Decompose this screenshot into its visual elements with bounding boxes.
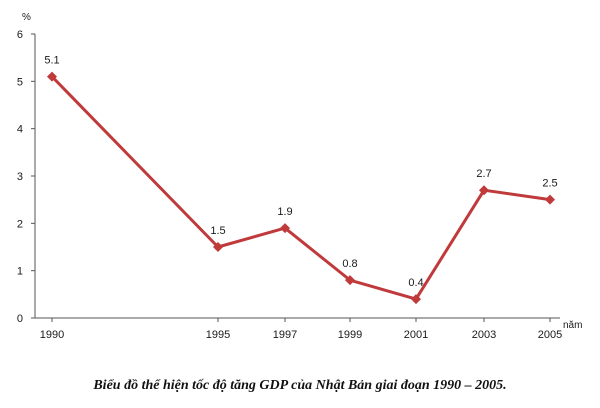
y-tick-label: 1 — [17, 266, 23, 278]
y-tick-label: 4 — [17, 124, 23, 136]
series-line — [50, 75, 551, 301]
series-line-group — [47, 71, 555, 305]
data-label: 0.8 — [342, 258, 357, 270]
data-point-marker — [213, 242, 223, 252]
y-tick-label: 6 — [17, 29, 23, 41]
data-point-marker — [411, 294, 421, 305]
data-point-marker — [545, 194, 555, 205]
x-tick-label: 2005 — [538, 329, 562, 341]
data-point-marker — [47, 71, 57, 82]
x-tick-label: 1999 — [338, 329, 362, 341]
data-point-marker — [280, 223, 290, 234]
y-tick-label: 0 — [17, 313, 23, 325]
chart-caption: Biểu đồ thể hiện tốc độ tăng GDP của Nhậ… — [93, 378, 507, 393]
data-point-marker — [479, 185, 489, 196]
y-tick-label: 5 — [17, 76, 23, 88]
data-label: 5.1 — [44, 55, 59, 67]
x-axis-title: năm — [563, 320, 582, 331]
x-tick-label: 1997 — [273, 329, 297, 341]
x-tick-label: 2003 — [472, 329, 496, 341]
x-tick-label: 2001 — [404, 329, 428, 341]
data-label: 0.4 — [408, 277, 423, 289]
x-ticks: 1990 1995 1997 1999 2001 2003 2005 — [40, 318, 562, 341]
data-label: 1.5 — [210, 225, 225, 237]
data-label: 2.5 — [542, 178, 557, 190]
y-tick-label: 2 — [17, 218, 23, 230]
data-label: 1.9 — [277, 206, 292, 218]
x-tick-label: 1990 — [40, 329, 64, 341]
x-tick-label: 1995 — [206, 329, 230, 341]
y-tick-label: 3 — [17, 171, 23, 183]
y-axis-title: % — [22, 12, 31, 23]
data-point-marker — [345, 275, 355, 286]
data-label: 2.7 — [476, 168, 491, 180]
y-ticks: 0 1 2 3 4 5 6 — [17, 29, 35, 325]
line-chart: 0 1 2 3 4 5 6 1990 1995 1997 1999 2001 2003 2005 % n… — [17, 12, 583, 341]
data-labels: 5.1 1.5 1.9 0.8 0.4 2.7 2.5 — [44, 55, 557, 289]
